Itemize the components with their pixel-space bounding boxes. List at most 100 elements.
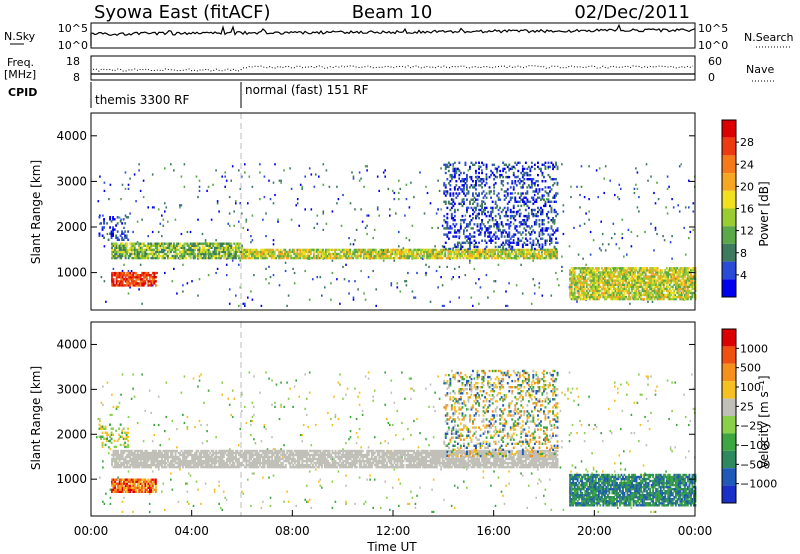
power-cell — [444, 221, 447, 224]
power-cell — [664, 275, 667, 278]
power-cell — [249, 256, 252, 260]
power-cell — [444, 194, 447, 197]
power-cell — [209, 244, 212, 247]
power-cell — [103, 245, 106, 248]
velocity-cell — [349, 436, 352, 439]
power-cell — [608, 277, 611, 280]
power-cell — [147, 252, 150, 256]
power-cell — [522, 248, 525, 252]
velocity-cell — [161, 490, 163, 493]
power-cell — [619, 269, 621, 272]
power-cell — [502, 167, 505, 171]
power-cell — [680, 277, 683, 280]
power-cell — [543, 163, 545, 166]
power-cell — [225, 274, 228, 277]
power-cell — [122, 232, 125, 235]
power-cell — [646, 295, 649, 299]
velocity-cell — [121, 500, 124, 503]
power-cell — [602, 291, 605, 295]
power-cell — [617, 297, 620, 301]
power-cell — [139, 256, 142, 260]
power-cell — [331, 256, 333, 260]
power-cell — [521, 184, 524, 187]
power-cell — [118, 248, 121, 252]
power-cell — [676, 289, 679, 293]
power-cell — [650, 275, 653, 278]
power-cell — [513, 254, 516, 258]
power-cell — [588, 198, 590, 201]
power-cell — [593, 291, 596, 295]
power-cell — [390, 252, 392, 256]
power-cell — [322, 250, 324, 254]
power-cell — [492, 250, 495, 254]
power-cell — [537, 184, 539, 187]
power-cell — [422, 257, 424, 260]
power-cell — [492, 254, 495, 258]
power-cell — [511, 196, 514, 199]
power-cell — [490, 169, 492, 173]
power-cell — [150, 284, 153, 287]
velocity-cell — [192, 504, 195, 507]
power-cell — [684, 253, 687, 256]
power-cell — [167, 220, 169, 223]
power-cell — [597, 271, 600, 274]
power-cell — [452, 163, 454, 166]
power-cell — [165, 248, 168, 252]
power-cell — [305, 248, 308, 252]
power-cell — [541, 294, 544, 297]
power-cell — [653, 287, 656, 291]
power-cell — [476, 178, 479, 181]
power-cell — [397, 252, 400, 256]
power-cell — [148, 248, 151, 252]
power-cell — [593, 279, 596, 282]
power-cell — [580, 185, 583, 188]
power-cell — [578, 281, 581, 284]
power-cell — [585, 297, 588, 301]
power-cell — [353, 252, 356, 256]
power-cell — [581, 277, 584, 280]
power-cell — [500, 223, 503, 226]
power-cell — [620, 267, 623, 270]
power-cell — [145, 254, 148, 258]
power-cell — [635, 275, 638, 278]
power-cell — [319, 256, 321, 260]
power-cell — [590, 295, 593, 299]
power-cell — [427, 250, 430, 254]
power-cell — [593, 293, 596, 297]
power-cell — [452, 194, 455, 197]
velocity-cell — [168, 438, 171, 441]
power-cell — [443, 233, 446, 236]
power-cell — [582, 291, 585, 295]
power-cell — [673, 289, 676, 293]
power-cell — [382, 250, 385, 254]
velocity-cell — [386, 496, 388, 499]
power-cell — [331, 271, 334, 275]
power-cell — [150, 276, 153, 279]
power-cell — [613, 267, 615, 270]
power-cell — [129, 274, 132, 277]
velocity-cell — [496, 452, 498, 455]
power-cell — [541, 250, 543, 254]
power-cell — [608, 295, 611, 299]
power-cell — [508, 245, 511, 249]
power-cell — [112, 216, 114, 219]
power-cell — [473, 223, 476, 226]
power-cell — [479, 250, 481, 254]
power-cell — [652, 275, 655, 278]
power-cell — [643, 283, 646, 286]
power-cell — [393, 259, 396, 262]
power-cell — [144, 254, 147, 258]
freq-unit: [MHz] — [4, 68, 36, 81]
power-cell — [210, 244, 213, 247]
power-cell — [154, 284, 157, 287]
power-cell — [191, 250, 194, 254]
power-cell — [347, 248, 350, 252]
power-cell — [670, 293, 673, 297]
velocity-cell — [440, 468, 442, 471]
power-cell — [686, 267, 689, 270]
power-cell — [114, 284, 117, 287]
power-cell — [206, 252, 209, 256]
power-cell — [649, 293, 652, 297]
power-cell — [192, 246, 195, 249]
power-cell — [391, 248, 394, 252]
